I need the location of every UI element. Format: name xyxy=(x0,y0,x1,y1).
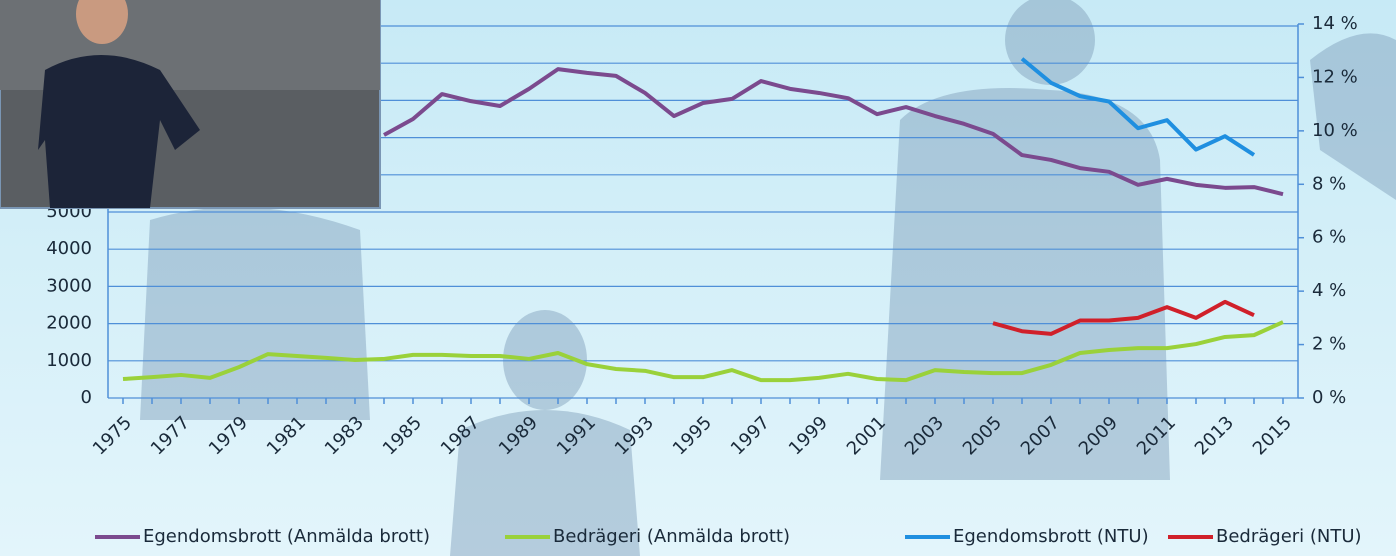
series-line xyxy=(383,67,1284,197)
y2-tick-label: 10 % xyxy=(1312,120,1358,141)
y2-tick-label: 12 % xyxy=(1312,66,1358,87)
legend-label: Egendomsbrott (NTU) xyxy=(953,526,1149,547)
y2-tick-label: 0 % xyxy=(1312,387,1346,408)
y2-tick-label: 6 % xyxy=(1312,227,1346,248)
y2-tick-label: 4 % xyxy=(1312,280,1346,301)
legend-label: Bedrägeri (NTU) xyxy=(1216,526,1362,547)
y2-tick-label: 8 % xyxy=(1312,173,1346,194)
y-tick-label: 1000 xyxy=(46,350,92,371)
series-line xyxy=(1020,57,1256,157)
speaker-inset xyxy=(0,0,381,209)
y-tick-label: 3000 xyxy=(46,275,92,296)
series-line xyxy=(122,320,1284,383)
y2-tick-label: 2 % xyxy=(1312,334,1346,355)
legend-label: Egendomsbrott (Anmälda brott) xyxy=(143,526,430,547)
y-tick-label: 0 xyxy=(81,387,92,408)
y-tick-label: 2000 xyxy=(46,313,92,334)
legend-label: Bedrägeri (Anmälda brott) xyxy=(553,526,790,547)
series-line xyxy=(992,299,1255,336)
silhouettes xyxy=(140,0,1396,556)
y2-tick-label: 14 % xyxy=(1312,13,1358,34)
y-tick-label: 4000 xyxy=(46,238,92,259)
